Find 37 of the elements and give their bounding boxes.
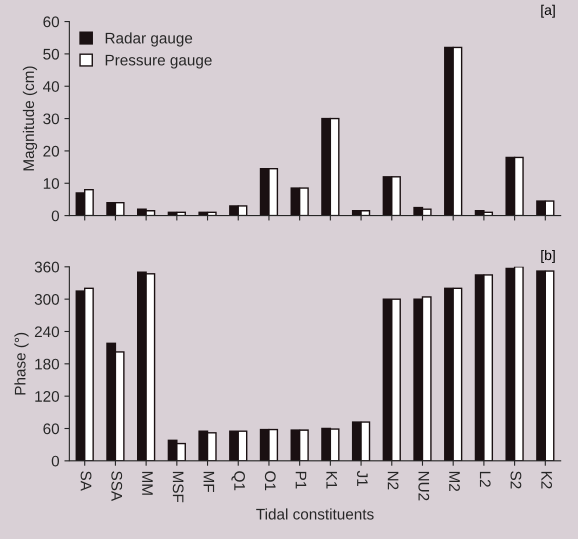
- x-tick-label: Q1: [231, 471, 245, 490]
- y-tick-label: 40: [42, 81, 60, 92]
- y-tick-label: 20: [43, 146, 60, 157]
- x-tick-label: SA: [80, 471, 92, 491]
- y-tick-label: 300: [34, 294, 60, 305]
- y-tick-label: 60: [43, 423, 60, 434]
- x-tick-label: S2: [510, 471, 522, 488]
- y-tick-label: 30: [43, 113, 60, 124]
- x-tick-label: J1: [356, 470, 368, 486]
- y-tick-label: 120: [35, 391, 60, 402]
- y-tick-label: 240: [34, 326, 60, 338]
- y-axis-title: Magnitude (cm): [22, 66, 38, 170]
- x-tick-label: MF: [204, 472, 214, 492]
- y-tick-label: 60: [43, 16, 60, 28]
- x-tick-label: K1: [326, 472, 337, 489]
- x-tick-label: MSF: [172, 472, 184, 502]
- x-axis-title: Tidal constituents: [256, 508, 374, 520]
- y-tick-label: 0: [52, 210, 60, 222]
- text: [a]: [541, 4, 555, 18]
- text: [b]: [541, 250, 555, 263]
- y-tick-label: 180: [35, 358, 60, 370]
- x-tick-label: NU2: [418, 472, 430, 500]
- x-tick-label: L2: [480, 472, 491, 487]
- y-tick-label: 10: [44, 178, 60, 189]
- x-tick-label: N2: [388, 472, 398, 490]
- y-tick-label: 50: [43, 48, 60, 60]
- x-tick-label: O1: [264, 471, 276, 490]
- y-axis-title: Phase (°): [14, 332, 29, 394]
- x-tick-label: K2: [541, 472, 552, 488]
- x-tick-label: SSA: [111, 471, 122, 502]
- y-tick-label: 360: [34, 262, 60, 272]
- x-tick-label: MM: [142, 472, 153, 495]
- x-tick-label: P1: [296, 472, 306, 489]
- x-tick-label: M2: [449, 472, 460, 492]
- legend-label: Radar gauge: [106, 32, 192, 47]
- legend-label: Pressure gauge: [106, 54, 212, 69]
- y-tick-label: 0: [52, 456, 60, 467]
